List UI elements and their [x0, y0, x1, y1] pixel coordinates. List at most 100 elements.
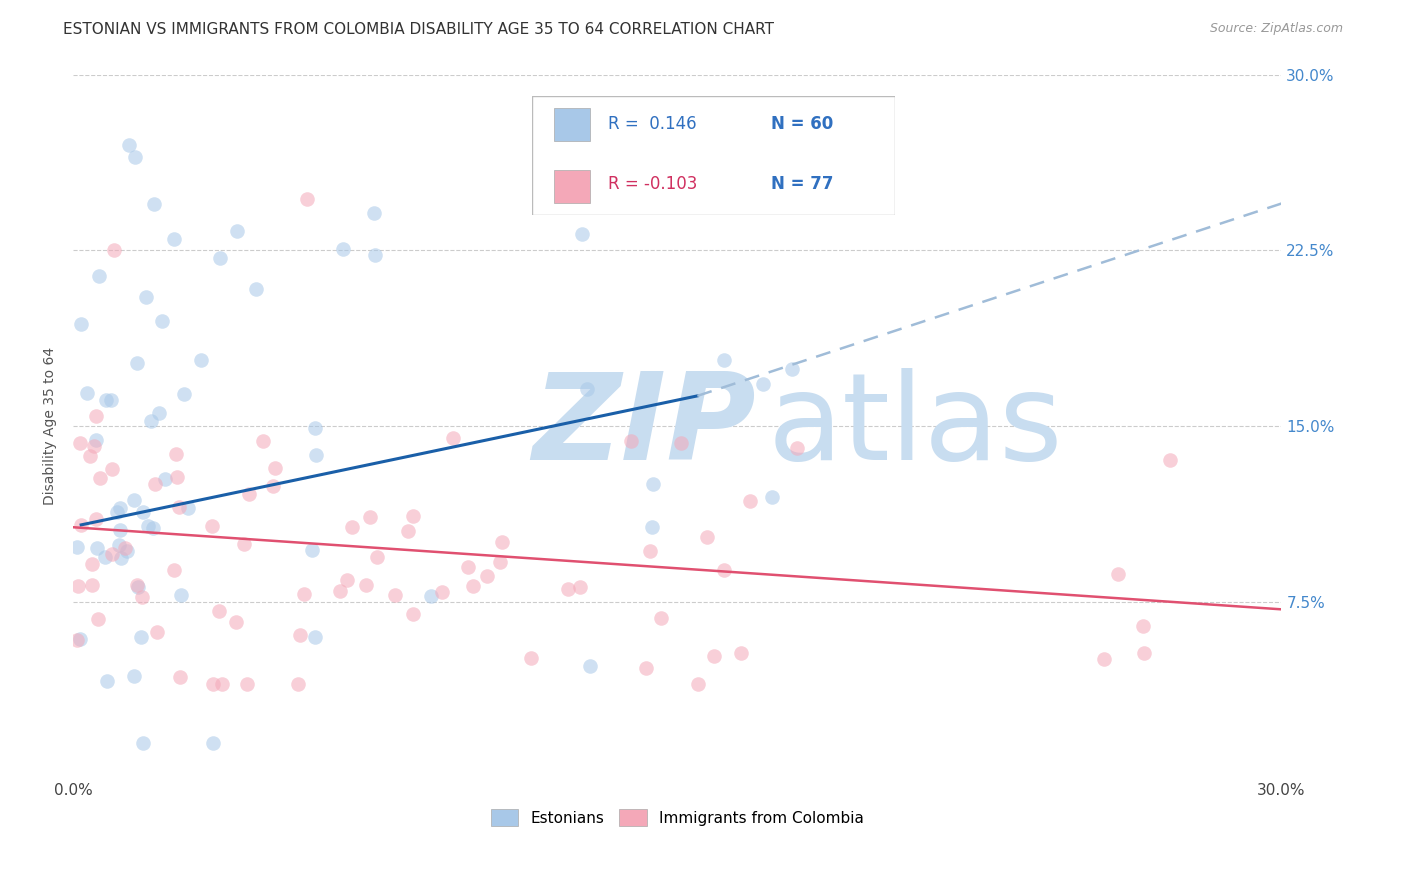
- Point: [108, 523, 131, 537]
- Point: [84, 409, 107, 423]
- Point: [135, 290, 157, 304]
- Point: [336, 573, 359, 587]
- Point: [69, 632, 91, 646]
- Point: [304, 630, 326, 644]
- Point: [69, 436, 91, 450]
- Point: [669, 435, 692, 450]
- Point: [354, 577, 377, 591]
- Point: [402, 509, 425, 524]
- Point: [76, 385, 98, 400]
- Point: [101, 548, 124, 562]
- Point: [557, 582, 579, 597]
- Point: [786, 442, 808, 456]
- Point: [105, 505, 128, 519]
- Point: [225, 615, 247, 629]
- Point: [761, 490, 783, 504]
- Point: [131, 591, 153, 605]
- Point: [132, 505, 155, 519]
- Point: [262, 479, 284, 493]
- Point: [401, 607, 423, 621]
- Point: [167, 500, 190, 514]
- Point: [129, 630, 152, 644]
- Point: [163, 563, 186, 577]
- Point: [1159, 452, 1181, 467]
- Point: [782, 362, 804, 376]
- Point: [226, 224, 249, 238]
- Point: [150, 314, 173, 328]
- Point: [127, 580, 149, 594]
- Point: [520, 650, 543, 665]
- Point: [87, 611, 110, 625]
- Point: [79, 449, 101, 463]
- Text: ZIP: ZIP: [533, 368, 756, 485]
- Point: [176, 500, 198, 515]
- Point: [363, 206, 385, 220]
- Point: [108, 501, 131, 516]
- Point: [491, 535, 513, 549]
- Point: [288, 628, 311, 642]
- Point: [287, 677, 309, 691]
- Point: [364, 248, 387, 262]
- Point: [169, 670, 191, 684]
- Point: [398, 524, 420, 538]
- Text: Source: ZipAtlas.com: Source: ZipAtlas.com: [1209, 22, 1343, 36]
- Point: [66, 632, 89, 647]
- Y-axis label: Disability Age 35 to 64: Disability Age 35 to 64: [44, 347, 58, 506]
- Point: [165, 446, 187, 460]
- Point: [208, 604, 231, 618]
- Point: [238, 486, 260, 500]
- Point: [575, 382, 598, 396]
- Point: [688, 677, 710, 691]
- Point: [294, 586, 316, 600]
- Point: [125, 356, 148, 370]
- Point: [142, 521, 165, 535]
- Point: [636, 661, 658, 675]
- Point: [304, 421, 326, 435]
- Point: [641, 520, 664, 534]
- Point: [148, 406, 170, 420]
- Point: [201, 736, 224, 750]
- Point: [66, 541, 89, 555]
- Point: [118, 137, 141, 152]
- Point: [201, 519, 224, 533]
- Point: [82, 578, 104, 592]
- Point: [139, 414, 162, 428]
- Point: [1107, 567, 1129, 582]
- Point: [568, 580, 591, 594]
- Point: [366, 550, 388, 565]
- Point: [235, 677, 257, 691]
- Point: [252, 434, 274, 448]
- Point: [209, 251, 232, 265]
- Point: [155, 472, 177, 486]
- Point: [132, 736, 155, 750]
- Point: [110, 550, 132, 565]
- Point: [142, 196, 165, 211]
- Text: ESTONIAN VS IMMIGRANTS FROM COLOMBIA DISABILITY AGE 35 TO 64 CORRELATION CHART: ESTONIAN VS IMMIGRANTS FROM COLOMBIA DIS…: [63, 22, 775, 37]
- Point: [89, 471, 111, 485]
- Point: [245, 282, 267, 296]
- Point: [122, 669, 145, 683]
- Point: [696, 531, 718, 545]
- Point: [571, 227, 593, 241]
- Point: [211, 677, 233, 691]
- Legend: Estonians, Immigrants from Colombia: Estonians, Immigrants from Colombia: [482, 801, 872, 834]
- Point: [578, 658, 600, 673]
- Point: [83, 439, 105, 453]
- Point: [713, 352, 735, 367]
- Point: [136, 519, 159, 533]
- Point: [638, 543, 661, 558]
- Point: [170, 588, 193, 602]
- Point: [166, 470, 188, 484]
- Point: [329, 584, 352, 599]
- Point: [301, 543, 323, 558]
- Point: [713, 563, 735, 577]
- Point: [703, 649, 725, 664]
- Point: [620, 434, 643, 449]
- Point: [125, 578, 148, 592]
- Point: [163, 232, 186, 246]
- Point: [93, 550, 115, 565]
- Point: [100, 392, 122, 407]
- Point: [295, 192, 318, 206]
- Point: [359, 510, 381, 524]
- Point: [1133, 646, 1156, 660]
